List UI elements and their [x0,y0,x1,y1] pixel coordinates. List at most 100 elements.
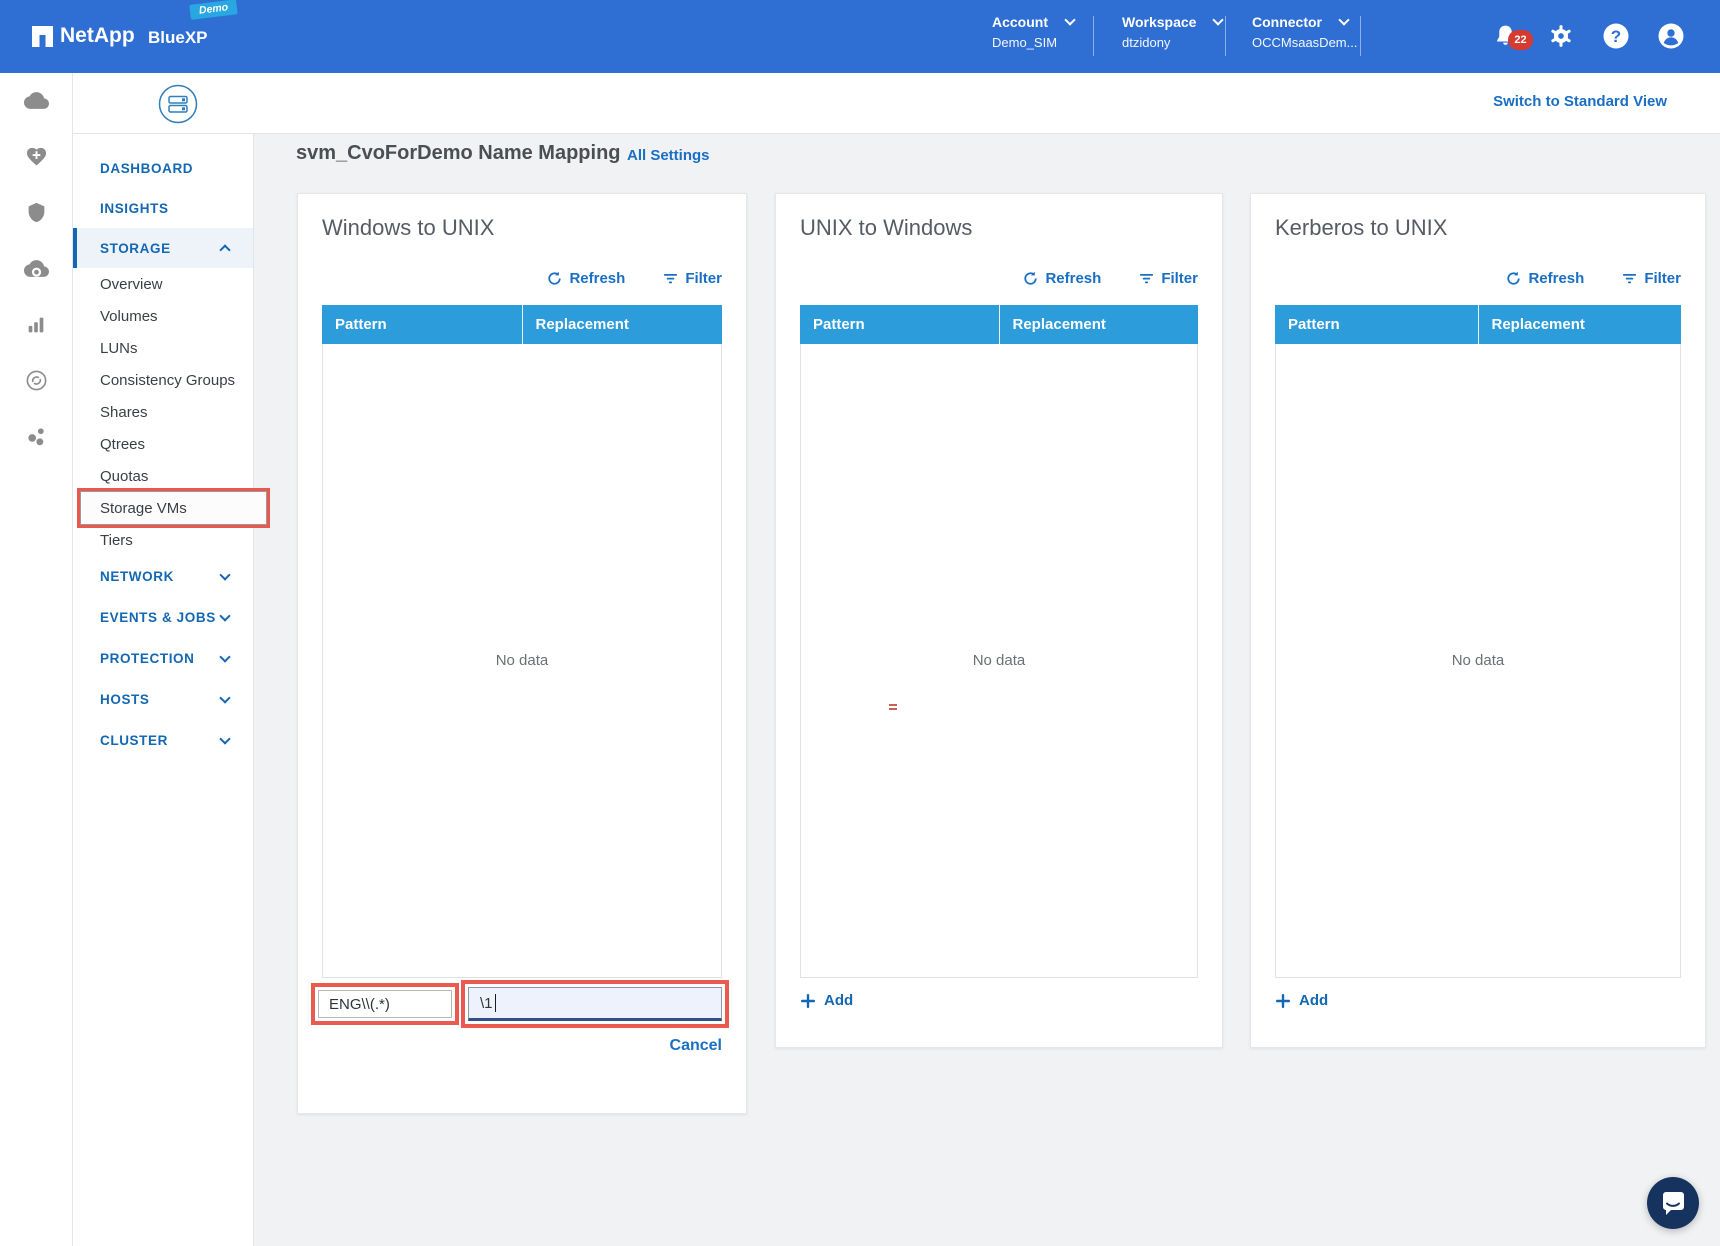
workspace-label: Workspace [1122,14,1197,30]
gear-icon[interactable] [1548,23,1574,54]
replacement-input[interactable]: \1 [468,987,722,1021]
nav-label: Storage VMs [100,499,187,517]
nav-label: Tiers [100,531,133,549]
table-header: Pattern Replacement [322,305,722,344]
table-header: Pattern Replacement [800,305,1198,344]
all-settings-link[interactable]: All Settings [627,147,710,164]
pattern-input[interactable]: ENG\\(.*) [318,990,452,1018]
panel-controls: Refresh Filter [1506,270,1681,287]
connector-label: Connector [1252,14,1322,30]
mapping-table: Pattern Replacement No data [322,305,722,978]
panel-title: Kerberos to UNIX [1275,215,1448,240]
nav-label: Consistency Groups [100,371,236,389]
switch-to-standard-view-link[interactable]: Switch to Standard View [1493,93,1667,110]
column-header-pattern: Pattern [813,316,865,333]
extensions-dots-icon[interactable] [24,424,49,449]
chevron-down-icon [219,732,231,745]
nav-label: Qtrees [100,435,146,453]
table-empty-state: No data [322,344,722,978]
nav-label: HOSTS [100,692,150,707]
sidebar-item-storage-vms[interactable]: Storage VMs [73,488,270,528]
column-header-replacement: Replacement [521,305,723,344]
shield-icon[interactable] [24,200,49,225]
chevron-down-icon [1212,14,1225,26]
sidebar-item-hosts[interactable]: HOSTS [73,679,253,720]
refresh-icon [1507,271,1521,285]
account-label: Account [992,14,1048,30]
nav-label: CLUSTER [100,733,168,748]
chevron-down-icon [219,568,231,581]
nav-label: Shares [100,403,148,421]
refresh-button[interactable]: Refresh [1506,270,1584,287]
sidebar-item-storage[interactable]: STORAGE [73,228,253,268]
chevron-down-icon [219,609,231,622]
filter-button[interactable]: Filter [1622,270,1681,287]
page-title: svm_CvoForDemo Name Mapping [296,142,621,164]
chevron-down-icon [1064,14,1076,26]
connector-selector[interactable]: Connector OCCMsaasDem... [1252,14,1357,50]
sidebar-item-volumes[interactable]: Volumes [73,300,253,332]
add-button[interactable]: Add [800,992,853,1009]
refresh-button[interactable]: Refresh [1023,270,1101,287]
brand-name: NetApp [60,24,135,47]
annotation-box: ENG\\(.*) [311,983,459,1025]
add-button[interactable]: Add [1275,992,1328,1009]
cancel-button[interactable]: Cancel [669,1037,722,1054]
chat-bubble-icon[interactable] [1647,1177,1699,1229]
icon-rail [0,73,73,1246]
filter-button[interactable]: Filter [1139,270,1198,287]
help-icon[interactable]: ? [1603,23,1629,54]
table-header: Pattern Replacement [1275,305,1681,344]
sidebar-item-network[interactable]: NETWORK [73,556,253,597]
sidebar-item-consistency-groups[interactable]: Consistency Groups [73,364,253,396]
refresh-label: Refresh [569,270,626,287]
bar-chart-icon[interactable] [24,312,49,337]
cloud-icon[interactable] [23,88,49,113]
table-empty-state: No data [1275,344,1681,978]
workspace-selector[interactable]: Workspace dtzidony [1122,14,1225,50]
sidebar-item-luns[interactable]: LUNs [73,332,253,364]
notification-badge: 22 [1508,30,1533,50]
storage-vm-circle-icon[interactable] [158,84,198,129]
chevron-down-icon [219,650,231,663]
sidebar-item-overview[interactable]: Overview [73,268,253,300]
panel-title: Windows to UNIX [322,215,495,240]
add-label: Add [1299,992,1329,1009]
sidebar-item-dashboard[interactable]: DASHBOARD [73,148,253,188]
text-cursor [494,994,497,1012]
chevron-down-icon [219,691,231,704]
refresh-icon [548,271,562,285]
refresh-icon [1024,271,1038,285]
cloud-lock-icon[interactable] [23,256,49,281]
svg-text:?: ? [1611,27,1621,46]
sync-icon[interactable] [24,368,49,393]
sidebar-item-cluster[interactable]: CLUSTER [73,720,253,761]
filter-label: Filter [1161,270,1198,287]
sidebar-item-shares[interactable]: Shares [73,396,253,428]
sidebar-item-events-jobs[interactable]: EVENTS & JOBS [73,597,253,638]
sidebar-item-tiers[interactable]: Tiers [73,524,253,556]
filter-button[interactable]: Filter [663,270,722,287]
add-label: Add [824,992,854,1009]
refresh-button[interactable]: Refresh [547,270,625,287]
account-selector[interactable]: Account Demo_SIM [992,14,1076,50]
sidebar-item-qtrees[interactable]: Qtrees [73,428,253,460]
sidebar-item-quotas[interactable]: Quotas [73,460,253,492]
sidebar-item-insights[interactable]: INSIGHTS [73,188,253,228]
refresh-label: Refresh [1045,270,1102,287]
annotation-box: \1 [461,980,729,1028]
column-header-replacement: Replacement [998,305,1199,344]
top-header: NetApp BlueXP Demo Account Demo_SIM Work… [0,0,1720,73]
annotation-box [77,488,270,528]
header-divider [1093,16,1094,56]
nav-label: Overview [100,275,163,293]
user-icon[interactable] [1658,23,1684,54]
header-divider [1225,16,1226,56]
nav-label: EVENTS & JOBS [100,610,216,625]
product-name: BlueXP [148,28,208,47]
sidebar-item-protection[interactable]: PROTECTION [73,638,253,679]
refresh-label: Refresh [1528,270,1585,287]
health-heart-icon[interactable] [24,144,49,169]
mapping-table: Pattern Replacement No data [1275,305,1681,978]
